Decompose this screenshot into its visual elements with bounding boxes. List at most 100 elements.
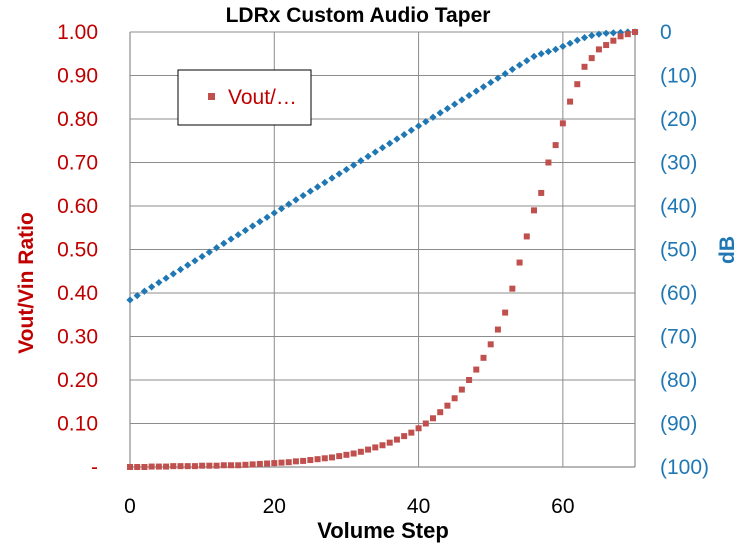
db-point	[595, 30, 603, 38]
ratio-point	[314, 456, 321, 463]
db-point	[335, 170, 343, 178]
ratio-point	[228, 462, 234, 469]
ratio-point	[494, 326, 501, 333]
ratio-point	[357, 448, 364, 455]
ratio-point	[538, 189, 545, 196]
db-point	[220, 239, 228, 248]
x-tick-label: 40	[407, 495, 430, 518]
ratio-point	[574, 81, 581, 88]
y-right-tick-label: 0	[660, 21, 672, 44]
ratio-point	[264, 460, 271, 467]
y-right-tick-label: (60)	[660, 282, 697, 305]
ratio-point	[141, 464, 148, 470]
ratio-point	[336, 453, 343, 460]
db-point	[393, 135, 401, 143]
ratio-point	[300, 457, 307, 464]
db-point	[299, 191, 307, 200]
ratio-point	[163, 463, 170, 470]
db-point	[241, 226, 250, 234]
ratio-point	[372, 444, 379, 451]
db-point	[263, 213, 271, 221]
legend-label: Vout/…	[228, 86, 297, 109]
y-left-tick-label: 0.40	[57, 282, 98, 305]
y-right-tick-label: (30)	[660, 152, 697, 175]
db-point	[472, 87, 480, 95]
db-point	[277, 205, 286, 213]
ratio-point	[466, 377, 473, 383]
y-left-tick-label: 0.60	[57, 195, 98, 218]
db-point	[162, 274, 170, 282]
ratio-point	[249, 461, 256, 468]
db-point	[357, 157, 365, 165]
db-point	[227, 235, 235, 243]
legend-marker	[208, 93, 215, 100]
y-right-tick-labels: (100) (90) (80) (70) (60) (50) (40) (30) (20) (10…	[660, 21, 709, 479]
ratio-point	[155, 463, 162, 470]
y-left-tick-label: 0.90	[57, 65, 98, 88]
db-point	[191, 257, 199, 265]
db-point	[306, 187, 314, 195]
db-point	[249, 222, 257, 230]
y-right-tick-label: (90)	[660, 413, 697, 436]
ratio-point	[408, 429, 415, 436]
ratio-point	[285, 459, 292, 466]
x-tick-label: 20	[263, 495, 286, 518]
ratio-point	[581, 63, 588, 70]
ratio-point	[256, 460, 263, 467]
db-point	[501, 70, 509, 78]
ratio-point	[350, 450, 357, 457]
db-point	[544, 47, 553, 56]
ratio-point	[220, 462, 227, 469]
db-point	[205, 248, 213, 256]
db-point	[422, 118, 430, 126]
ratio-point	[365, 446, 372, 453]
ratio-point	[422, 420, 429, 427]
ratio-point	[502, 309, 509, 316]
ratio-point	[213, 462, 220, 469]
ratio-point	[278, 459, 285, 466]
ratio-point	[610, 37, 617, 44]
ratio-point	[415, 425, 422, 432]
db-point	[494, 74, 502, 82]
db-point	[313, 183, 322, 191]
db-point	[400, 131, 408, 139]
ratio-point	[206, 462, 213, 469]
ratio-point	[134, 464, 141, 470]
ratio-point	[632, 29, 638, 35]
db-point	[176, 265, 185, 274]
ratio-point	[242, 461, 249, 468]
db-point	[436, 109, 444, 117]
db-point	[609, 29, 617, 37]
y-left-tick-label: 0.80	[57, 108, 98, 131]
db-point	[407, 126, 415, 134]
db-point	[386, 139, 394, 147]
legend-box	[177, 69, 312, 126]
x-axis-label: Volume Step	[317, 518, 449, 543]
y-left-tick-label: 0.50	[57, 239, 98, 262]
db-point	[429, 113, 437, 121]
db-point	[559, 42, 567, 50]
db-point	[552, 45, 560, 53]
db-point	[487, 78, 495, 87]
db-point	[234, 231, 242, 239]
db-point	[285, 200, 293, 208]
db-point	[328, 174, 336, 182]
db-point	[443, 104, 452, 113]
ratio-point	[393, 436, 400, 443]
ratio-point	[307, 457, 314, 464]
ratio-point	[444, 402, 451, 409]
db-point	[350, 161, 358, 169]
db-point	[515, 61, 524, 69]
db-point	[458, 96, 466, 104]
db-point	[256, 218, 264, 226]
ratio-point	[559, 120, 566, 127]
db-point	[508, 65, 516, 74]
db-point	[155, 278, 163, 287]
db-point	[270, 209, 278, 217]
db-point	[198, 252, 206, 261]
ratio-point	[523, 233, 530, 240]
y-right-tick-label: (100)	[660, 456, 709, 479]
db-point	[530, 52, 538, 60]
db-point	[537, 50, 545, 58]
